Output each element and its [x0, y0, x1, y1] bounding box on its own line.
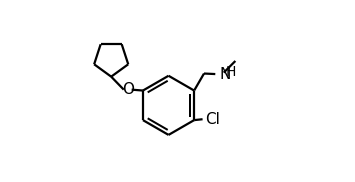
Text: N: N	[219, 67, 231, 82]
Text: O: O	[122, 82, 134, 97]
Text: H: H	[225, 65, 236, 79]
Text: Cl: Cl	[205, 112, 220, 127]
